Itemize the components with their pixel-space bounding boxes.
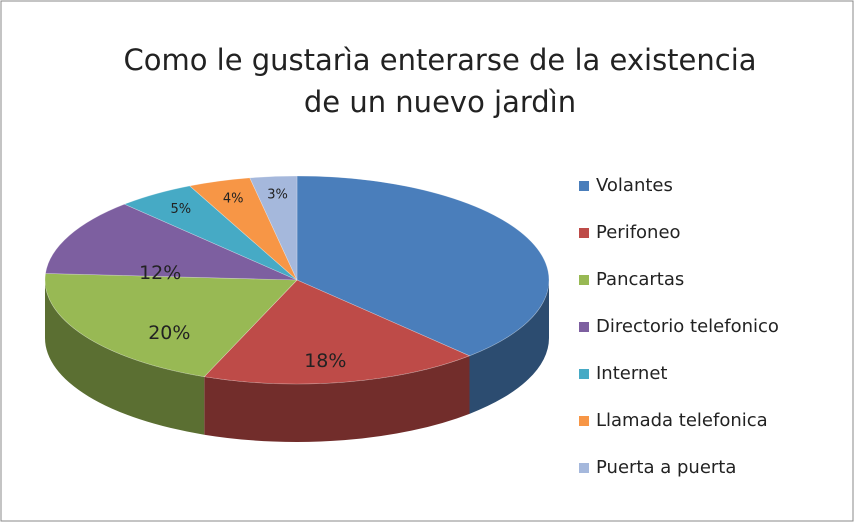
legend-label: Puerta a puerta xyxy=(596,457,736,478)
legend-label: Directorio telefonico xyxy=(596,316,779,337)
data-label: 18% xyxy=(304,350,346,372)
legend-label: Perifoneo xyxy=(596,222,681,243)
legend-swatch xyxy=(579,369,589,379)
legend-label: Internet xyxy=(596,363,667,384)
legend-swatch xyxy=(579,463,589,473)
slice xyxy=(123,185,298,281)
chart-title: Como le gustarìa enterarse de la existen… xyxy=(123,43,756,77)
slice-side xyxy=(45,280,205,435)
data-label: 20% xyxy=(148,322,190,344)
slice xyxy=(203,279,471,385)
legend-swatch xyxy=(579,181,589,191)
data-label: 12% xyxy=(139,262,181,284)
data-label: 5% xyxy=(171,202,192,217)
slice-side xyxy=(469,280,549,414)
legend-label: Pancartas xyxy=(596,269,684,290)
slice xyxy=(44,273,298,378)
slice xyxy=(249,175,298,281)
legend-swatch xyxy=(579,322,589,332)
legend-swatch xyxy=(579,275,589,285)
slice-side xyxy=(204,355,470,442)
legend-label: Volantes xyxy=(596,175,673,196)
data-label: 3% xyxy=(267,188,288,203)
data-label: 4% xyxy=(223,191,244,206)
chart-title: de un nuevo jardìn xyxy=(304,85,576,119)
slice xyxy=(296,175,550,357)
legend-label: Llamada telefonica xyxy=(596,410,768,431)
slice xyxy=(45,203,298,281)
legend-swatch xyxy=(579,416,589,426)
slice xyxy=(189,177,298,281)
legend-swatch xyxy=(579,228,589,238)
